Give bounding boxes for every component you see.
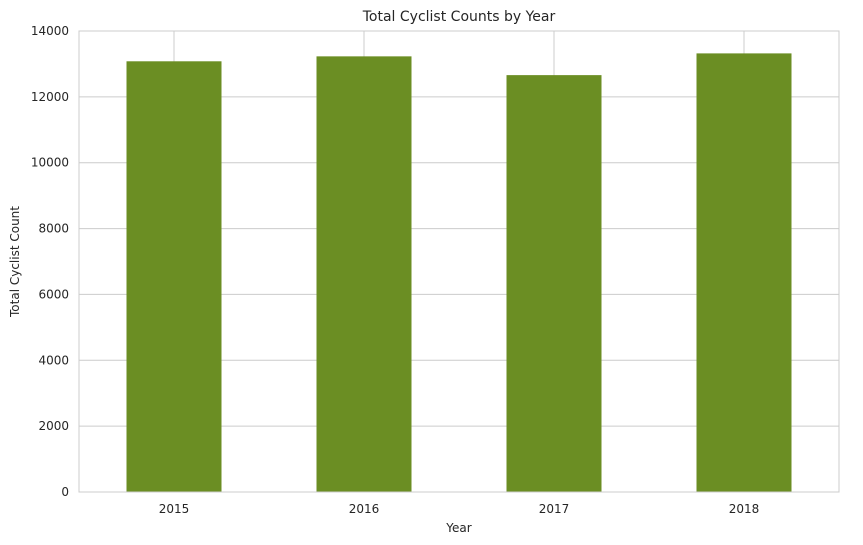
bar-2016 [316, 56, 412, 492]
y-axis-label: Total Cyclist Count [8, 206, 22, 318]
bar-2015 [126, 61, 222, 493]
y-tick-label: 10000 [31, 156, 69, 170]
y-tick-label: 8000 [38, 222, 69, 236]
x-tick-label: 2016 [349, 502, 380, 516]
y-tick-label: 14000 [31, 24, 69, 38]
plot-frame [78, 30, 840, 493]
x-axis-label: Year [445, 521, 471, 535]
x-tick-label: 2018 [729, 502, 760, 516]
x-tick-labels: 2015 2016 2017 2018 [159, 502, 760, 516]
y-tick-label: 6000 [38, 287, 69, 301]
chart-title: Total Cyclist Counts by Year [362, 9, 556, 25]
y-tick-label: 2000 [38, 419, 69, 433]
x-tick-label: 2015 [159, 502, 190, 516]
bar-2018 [696, 53, 792, 493]
y-tick-label: 4000 [38, 353, 69, 367]
bars [126, 53, 792, 493]
y-tick-label: 12000 [31, 90, 69, 104]
bar-2017 [506, 75, 602, 493]
x-tick-label: 2017 [539, 502, 570, 516]
y-tick-labels: 0 2000 4000 6000 8000 10000 12000 14000 [31, 24, 69, 499]
y-tick-label: 0 [61, 485, 69, 499]
